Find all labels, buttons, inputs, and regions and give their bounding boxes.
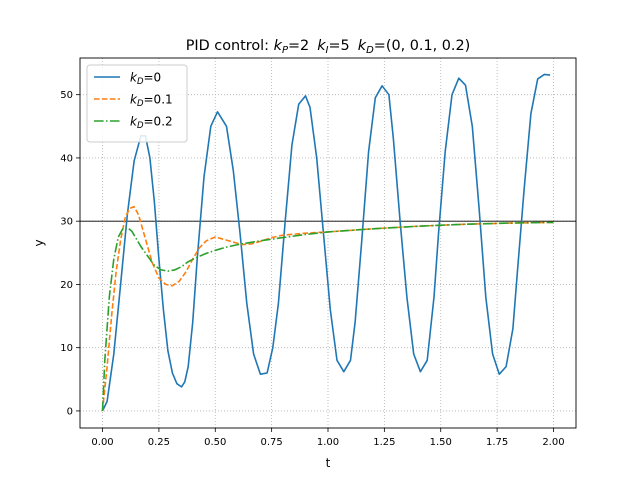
x-tick-label: 0.75 (261, 437, 283, 448)
title-kd-symbol: k (358, 38, 367, 54)
legend-label-1: kD=0 (130, 71, 161, 88)
y-tick-label: 50 (60, 90, 73, 101)
y-tick-label: 10 (60, 343, 73, 354)
x-tick-label: 1.00 (317, 437, 339, 448)
title-ki-subscript: I (326, 45, 329, 56)
x-tick-label: 0.00 (91, 437, 113, 448)
legend-label-3: kD=0.2 (130, 115, 173, 132)
series-line-1 (101, 73, 551, 412)
title-ki-symbol: k (317, 38, 326, 54)
x-tick-label: 0.50 (204, 437, 226, 448)
y-axis-label: y (32, 239, 46, 246)
x-axis-label: t (326, 456, 331, 470)
legend-items: kD=0 kD=0.1 kD=0.2 (94, 71, 173, 132)
title-kp-subscript: P (282, 45, 289, 56)
x-axis-ticks: 0.00 0.25 0.50 0.75 1.00 1.25 1.50 1.75 2.00 (91, 428, 565, 448)
legend-frame (86, 64, 188, 143)
x-tick-label: 1.50 (430, 437, 452, 448)
y-tick-label: 30 (60, 217, 73, 228)
legend: kD=0 kD=0.1 kD=0.2 (86, 64, 188, 143)
legend-label-2: kD=0.1 (130, 93, 173, 110)
title-kd-subscript: D (366, 45, 374, 56)
y-tick-label: 20 (60, 280, 73, 291)
x-tick-label: 0.25 (148, 437, 170, 448)
chart-title: PID control: kP=2 kI=5 kD=(0, 0.1, 0.2) (186, 38, 471, 56)
title-kp-value: =2 (288, 38, 309, 54)
x-tick-label: 1.75 (486, 437, 508, 448)
series-line-3 (101, 221, 554, 411)
y-tick-label: 0 (67, 406, 73, 417)
y-tick-label: 40 (60, 153, 73, 164)
series-layer (101, 73, 554, 412)
title-prefix: PID control: (186, 38, 274, 54)
title-kp-symbol: k (274, 38, 283, 54)
x-tick-label: 2.00 (542, 437, 564, 448)
y-axis-ticks: 0 10 20 30 40 50 (60, 90, 80, 417)
title-ki-value: =5 (329, 38, 350, 54)
title-kd-value: =(0, 0.1, 0.2) (374, 38, 471, 54)
x-tick-label: 1.25 (373, 437, 395, 448)
